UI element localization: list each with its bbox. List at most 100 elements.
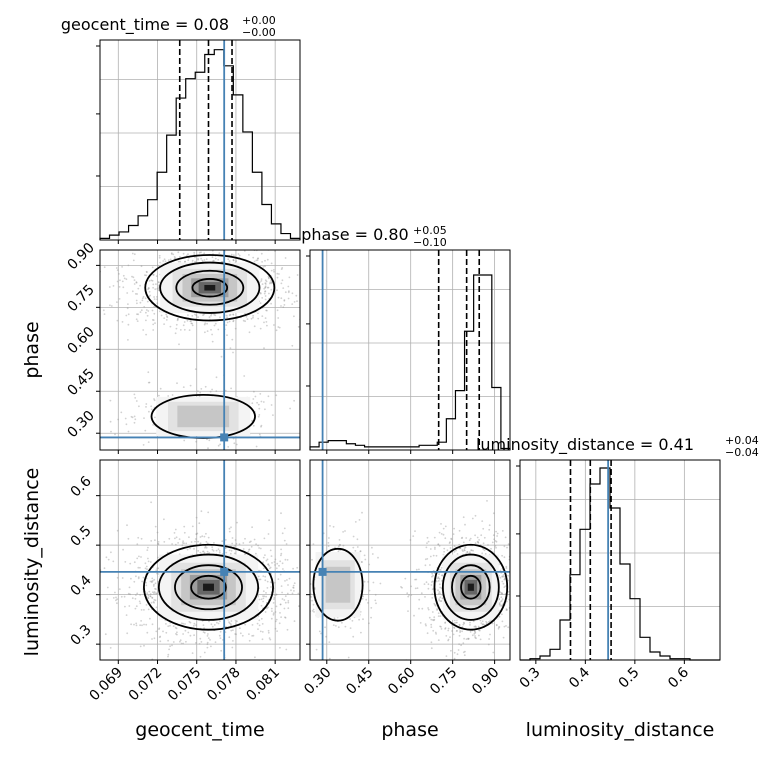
scatter-point xyxy=(482,548,485,550)
joint-geocent-time-phase-panel: 0.300.450.600.750.90 xyxy=(64,240,330,474)
title-equals: = xyxy=(170,15,194,34)
scatter-point xyxy=(242,548,245,550)
scatter-point xyxy=(151,638,153,640)
scatter-point xyxy=(252,314,255,317)
scatter-point xyxy=(141,299,144,302)
scatter-point xyxy=(179,639,182,642)
scatter-point xyxy=(261,638,264,641)
scatter-point xyxy=(328,290,330,292)
scatter-point xyxy=(469,624,471,626)
scatter-point xyxy=(177,542,180,544)
scatter-point xyxy=(456,653,459,656)
scatter-point xyxy=(244,681,246,683)
scatter-point xyxy=(136,293,139,295)
scatter-point xyxy=(264,317,267,319)
scatter-point xyxy=(150,472,152,474)
scatter-point xyxy=(230,620,233,622)
scatter-point xyxy=(424,596,426,598)
scatter-point xyxy=(296,300,298,303)
scatter-point xyxy=(186,254,188,257)
scatter-point xyxy=(474,636,477,639)
scatter-point xyxy=(269,566,272,569)
scatter-point xyxy=(251,419,254,422)
scatter-point xyxy=(360,631,362,634)
scatter-point xyxy=(280,548,282,551)
scatter-point xyxy=(483,536,486,539)
scatter-point xyxy=(439,625,441,628)
scatter-point xyxy=(488,638,490,640)
scatter-point xyxy=(375,602,377,605)
scatter-point xyxy=(301,287,303,289)
scatter-point xyxy=(279,573,282,576)
scatter-point xyxy=(260,425,262,428)
scatter-point xyxy=(197,257,200,260)
scatter-point xyxy=(499,605,501,607)
scatter-point xyxy=(268,567,271,570)
scatter-point xyxy=(278,622,281,625)
scatter-point xyxy=(199,391,202,394)
scatter-point xyxy=(459,630,462,632)
scatter-point xyxy=(211,388,214,391)
scatter-point xyxy=(151,581,153,584)
scatter-point xyxy=(124,605,126,608)
scatter-point xyxy=(258,414,261,416)
scatter-point xyxy=(173,532,176,534)
scatter-point xyxy=(122,548,124,551)
scatter-point xyxy=(190,541,193,543)
scatter-point xyxy=(264,298,267,301)
scatter-point xyxy=(476,540,479,543)
scatter-point xyxy=(147,310,150,312)
scatter-point xyxy=(367,581,369,583)
scatter-point xyxy=(439,569,442,571)
scatter-point xyxy=(133,561,136,564)
scatter-point xyxy=(118,286,121,288)
scatter-point xyxy=(269,638,272,641)
scatter-point xyxy=(459,547,461,550)
scatter-point xyxy=(507,543,510,546)
scatter-point xyxy=(190,322,193,325)
scatter-point xyxy=(501,598,504,600)
scatter-point xyxy=(425,546,428,549)
scatter-point xyxy=(149,595,152,598)
scatter-point xyxy=(210,328,212,331)
scatter-point xyxy=(214,314,217,317)
scatter-point xyxy=(157,245,159,247)
scatter-point xyxy=(183,525,186,528)
scatter-point xyxy=(263,347,265,350)
scatter-point xyxy=(292,587,295,589)
scatter-point xyxy=(429,555,432,558)
joint-phase-luminosity-distance-panel: 0.30 0.45 0.60 0.75 0.90 xyxy=(301,459,531,698)
scatter-point xyxy=(506,546,508,549)
scatter-point xyxy=(171,644,173,647)
scatter-point xyxy=(328,537,330,539)
scatter-point xyxy=(262,561,265,564)
scatter-point xyxy=(500,592,503,595)
scatter-point xyxy=(122,286,125,289)
scatter-point xyxy=(251,420,254,422)
scatter-point xyxy=(440,523,442,525)
scatter-point xyxy=(231,542,234,545)
scatter-point xyxy=(431,619,434,621)
scatter-point xyxy=(176,633,178,636)
scatter-point xyxy=(200,257,203,260)
truth-marker xyxy=(318,567,327,576)
scatter-point xyxy=(262,597,265,600)
scatter-point xyxy=(502,636,505,639)
scatter-point xyxy=(232,320,235,323)
scatter-point xyxy=(173,257,176,260)
scatter-point xyxy=(177,251,180,254)
scatter-point xyxy=(529,587,531,589)
scatter-point xyxy=(418,607,420,610)
scatter-point xyxy=(463,654,466,657)
scatter-point xyxy=(448,542,451,544)
scatter-point xyxy=(228,549,231,552)
scatter-point xyxy=(276,630,278,632)
scatter-point xyxy=(275,593,278,596)
title-upper: +0.05 xyxy=(413,224,447,237)
scatter-point xyxy=(251,402,254,405)
scatter-point xyxy=(515,589,517,591)
scatter-point xyxy=(432,619,435,622)
scatter-point xyxy=(174,543,177,546)
scatter-point xyxy=(232,629,234,631)
scatter-point xyxy=(116,319,119,322)
